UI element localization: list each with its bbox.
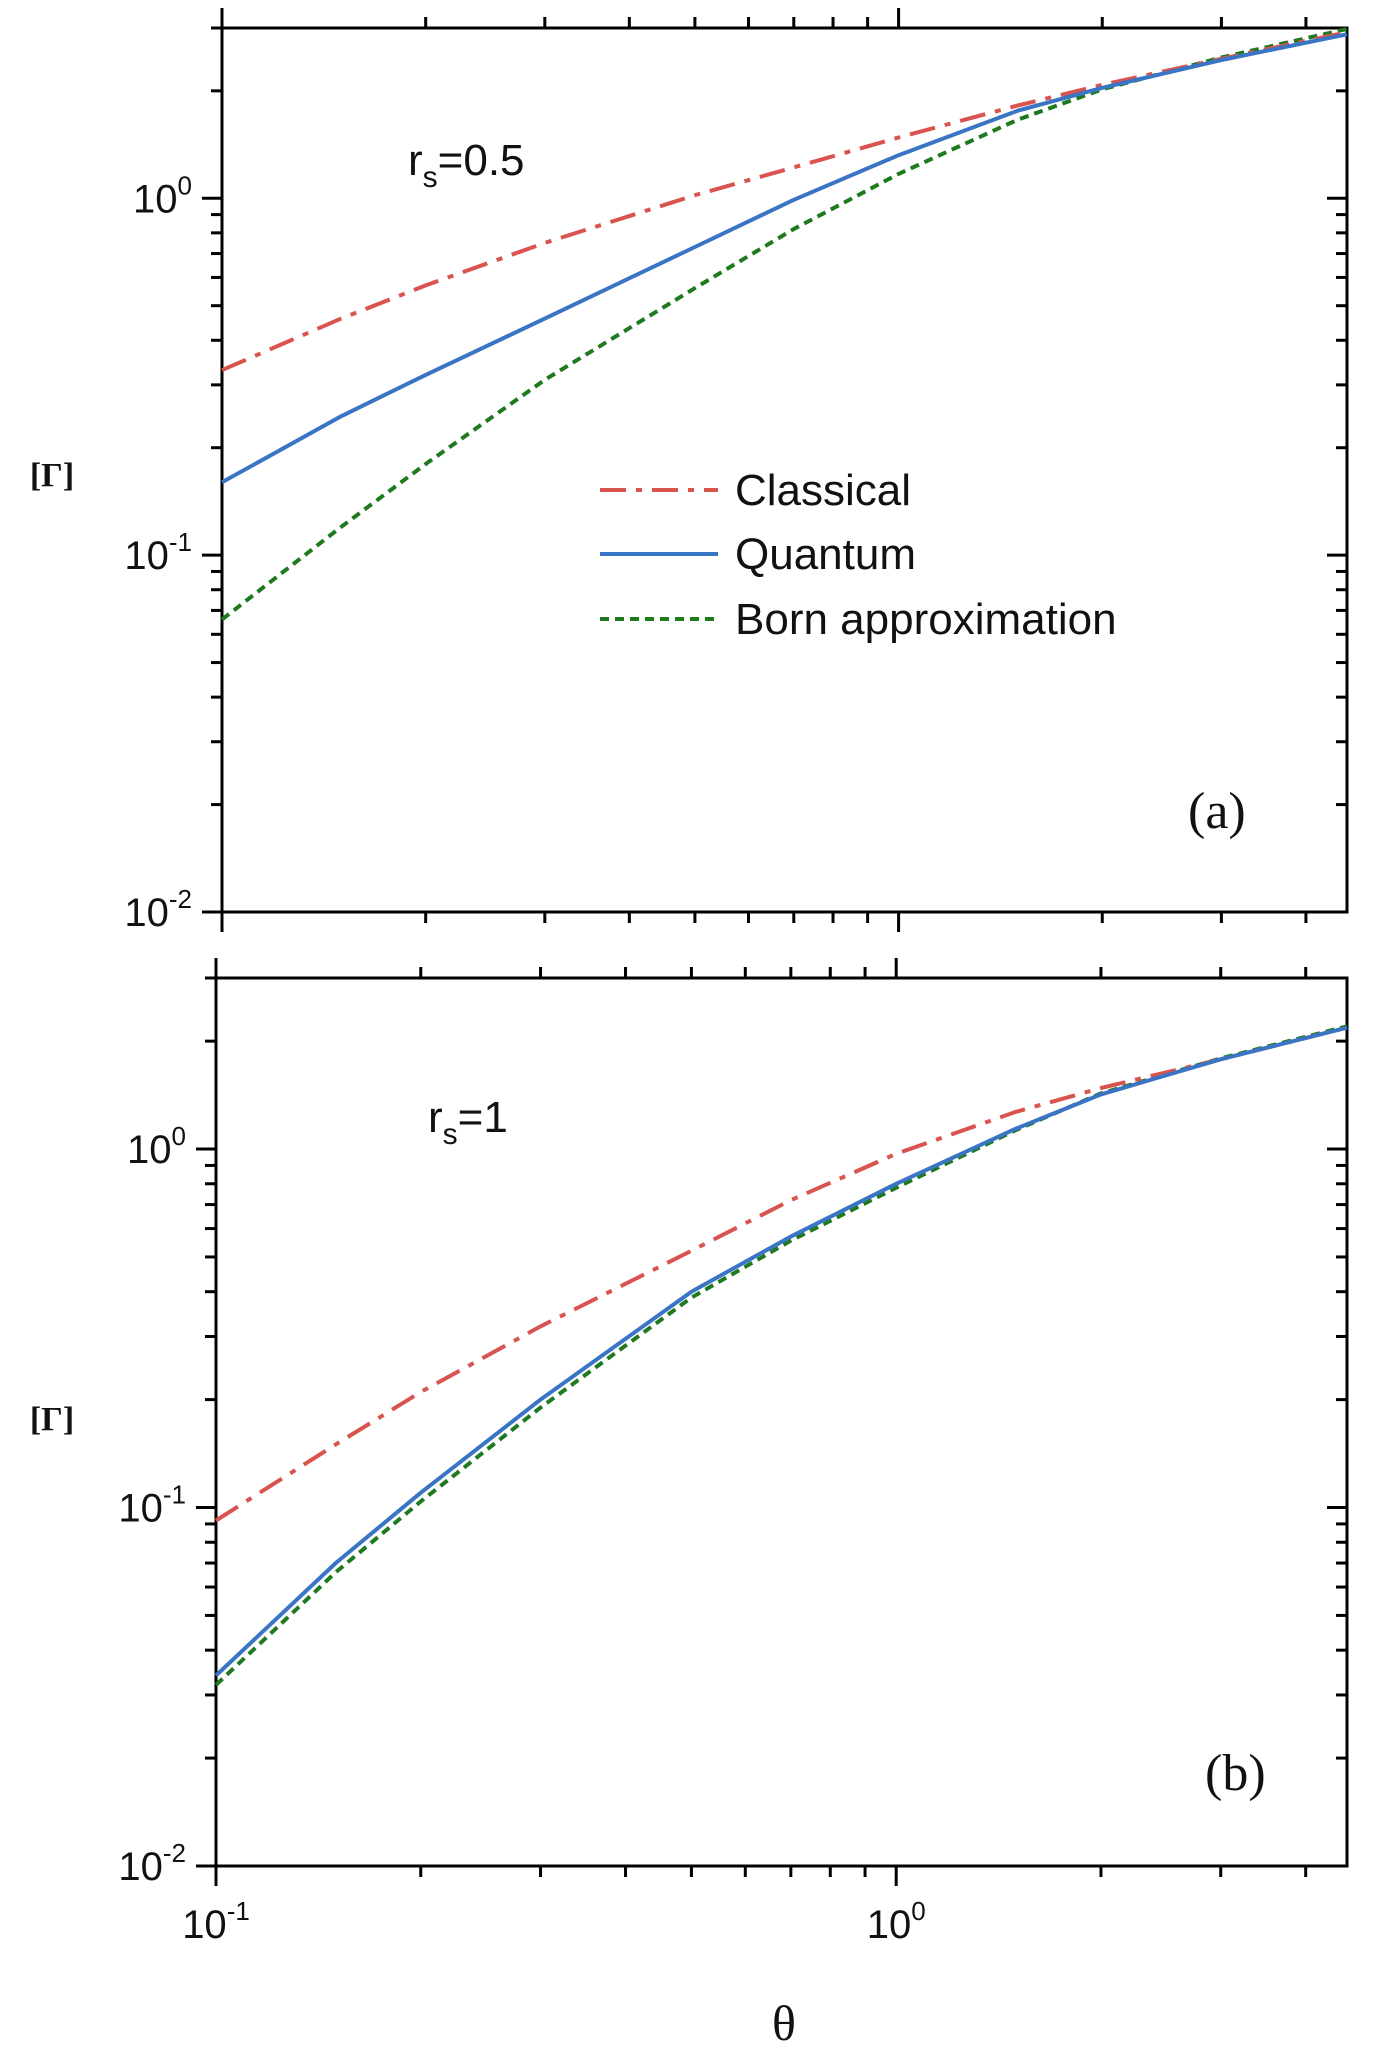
- x-axis-label: θ: [772, 1995, 796, 2051]
- legend-label-classical: Classical: [735, 466, 911, 515]
- panel-a-label: (a): [1188, 783, 1246, 840]
- panel-a-ytick-label: 10-2: [124, 884, 192, 935]
- panel-b: 100 10-1 10-2 10-1 100 [Γ] rs=1 (b): [30, 958, 1349, 1947]
- panel-b-ylabel-text: [Γ]: [30, 1401, 74, 1438]
- panel-a-series-quantum: [221, 32, 1348, 485]
- panel-b-series-classical: [214, 1025, 1348, 1523]
- panel-b-ytick-label: 10-2: [118, 1838, 186, 1889]
- panel-b-ticks: 100 10-1 10-2 10-1 100: [118, 958, 1347, 1947]
- panel-b-annotation: rs=1: [428, 1093, 508, 1151]
- panel-b-xtick-label: 100: [867, 1896, 926, 1947]
- panel-a-frame: [220, 26, 1349, 914]
- panel-a-ylabel: [Γ]: [30, 457, 74, 494]
- panel-a-ylabel-text: [Γ]: [30, 457, 74, 494]
- panel-a-ticks: 100 10-1 10-2: [124, 8, 1347, 935]
- panel-a-ytick-label: 100: [133, 170, 192, 221]
- panel-a-annotation: rs=0.5: [408, 136, 525, 194]
- panel-a-lines: [220, 27, 1348, 622]
- legend-label-born: Born approximation: [735, 595, 1117, 644]
- panel-b-series-born: [214, 1024, 1348, 1687]
- panel-a-series-classical: [221, 30, 1348, 372]
- panel-a-ytick-label: 10-1: [124, 527, 192, 578]
- panel-b-series-quantum: [214, 1025, 1348, 1677]
- panel-b-ytick-label: 10-1: [118, 1480, 186, 1531]
- panel-b-ylabel: [Γ]: [30, 1401, 74, 1438]
- panel-b-xtick-label: 10-1: [182, 1896, 250, 1947]
- legend: Classical Quantum Born approximation: [600, 466, 1117, 644]
- legend-label-quantum: Quantum: [735, 530, 916, 579]
- panel-b-ytick-label: 100: [127, 1121, 186, 1172]
- panel-a: 100 10-1 10-2 [Γ] rs=0.5 (a) Classical Qua…: [30, 8, 1349, 935]
- panel-b-frame: [214, 976, 1349, 1868]
- panel-b-lines: [214, 1024, 1348, 1687]
- panel-b-label: (b): [1205, 1745, 1266, 1802]
